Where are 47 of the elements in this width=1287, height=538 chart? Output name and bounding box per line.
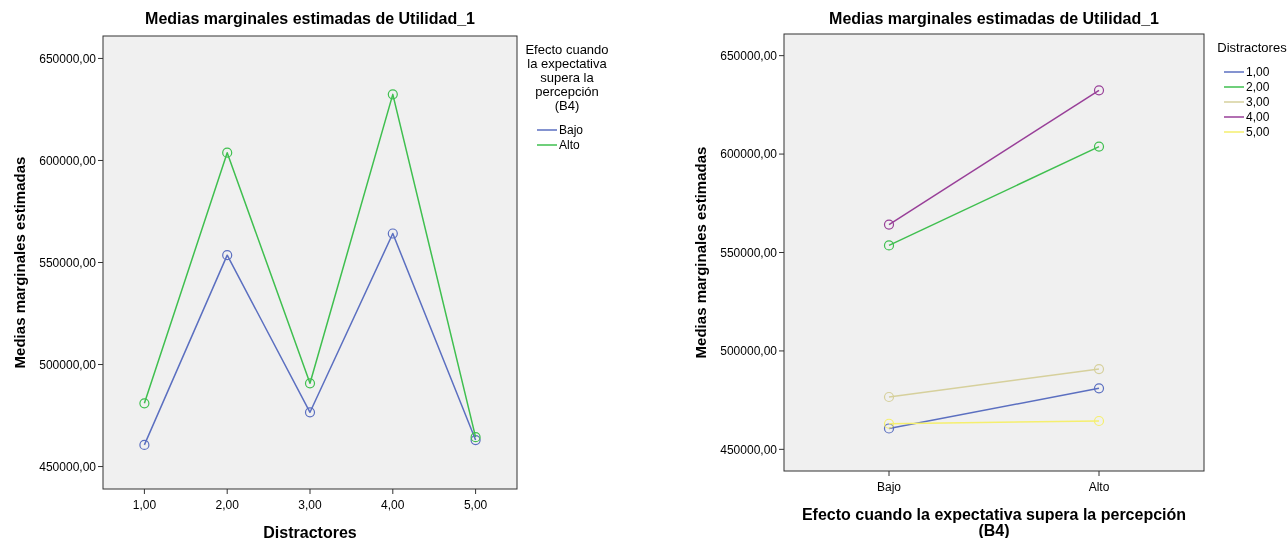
point [304, 378, 316, 389]
point [1093, 363, 1105, 375]
y-tick-label: 450000,00 [720, 442, 778, 457]
y-axis-title: Medias marginales estimadas [692, 146, 709, 359]
legend-label: 2,00 [1246, 80, 1270, 95]
point [387, 89, 398, 100]
point [883, 391, 895, 403]
point [1093, 383, 1105, 394]
y-tick-label: 550000,00 [39, 255, 97, 270]
x-tick-label: 5,00 [463, 498, 488, 512]
legend-label: Alto [559, 138, 580, 153]
x-tick-label: 3,00 [298, 498, 322, 512]
point [139, 439, 150, 451]
y-tick-label: 650000,00 [39, 51, 97, 66]
y-tick-label: 500000,00 [39, 357, 97, 372]
point [222, 147, 233, 158]
legend-label: 3,00 [1246, 95, 1270, 110]
x-tick-label: 1,00 [132, 498, 157, 512]
x-axis-title: Distractores [263, 524, 357, 538]
legend-label: Bajo [559, 123, 584, 138]
y-tick-label: 650000,00 [720, 48, 778, 63]
legend-title: Distractores [1217, 40, 1287, 55]
y-axis-title: Medias marginales estimadas [11, 156, 28, 369]
legend-label: 5,00 [1246, 125, 1270, 140]
point [883, 240, 895, 251]
y-tick-label: 600000,00 [39, 153, 97, 168]
y-tick-label: 600000,00 [720, 147, 778, 162]
legend-title: Efecto cuando la expectativa supera la percepción (B4) [525, 42, 609, 113]
point [883, 423, 895, 434]
point [139, 398, 150, 409]
y-tick-label: 450000,00 [39, 459, 97, 474]
y-tick-label: 550000,00 [720, 245, 778, 260]
point [304, 407, 316, 418]
point [387, 228, 398, 239]
point [1093, 141, 1105, 152]
point [1093, 85, 1105, 96]
point [222, 250, 233, 261]
point [883, 418, 895, 429]
point [883, 219, 895, 230]
legend-label: 4,00 [1246, 110, 1270, 125]
point [1093, 415, 1105, 427]
y-tick-label: 500000,00 [720, 344, 778, 359]
chart-title: Medias marginales estimadas de Utilidad_1 [145, 10, 476, 27]
x-tick-label: 2,00 [215, 498, 240, 512]
legend-label: 1,00 [1246, 65, 1270, 80]
chart-title: Medias marginales estimadas de Utilidad_1 [829, 10, 1160, 27]
x-tick-label: 4,00 [381, 498, 405, 512]
